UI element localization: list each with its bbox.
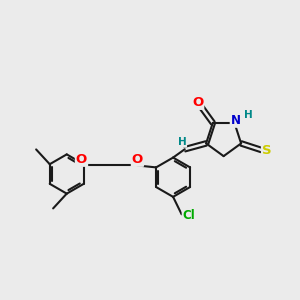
Text: S: S — [262, 143, 272, 157]
Text: H: H — [178, 137, 186, 147]
Text: O: O — [76, 153, 87, 166]
Text: O: O — [132, 153, 143, 166]
Text: H: H — [244, 110, 252, 120]
Text: O: O — [192, 96, 203, 109]
Text: Cl: Cl — [183, 208, 195, 222]
Text: N: N — [231, 114, 241, 127]
